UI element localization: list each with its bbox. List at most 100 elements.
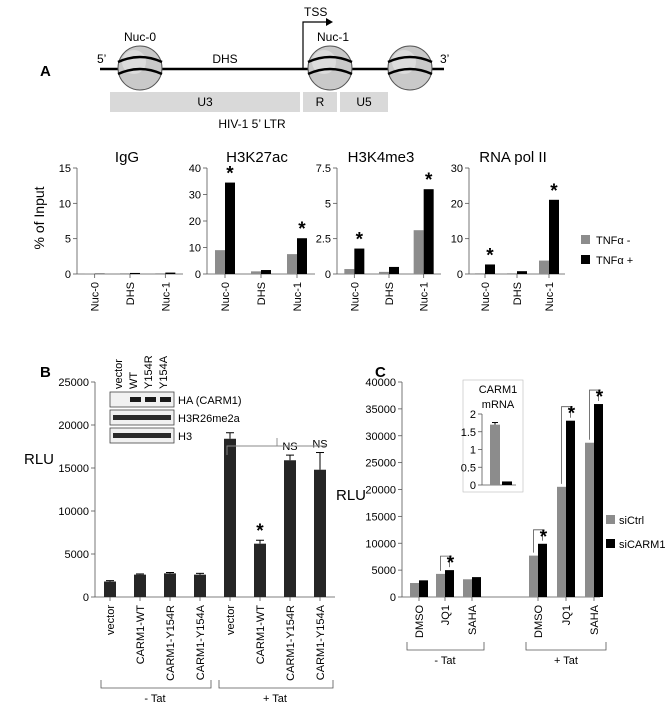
y-tick-label: 30000 — [365, 431, 396, 443]
three-prime-label: 3’ — [440, 52, 449, 66]
bar-tnf-plus — [130, 272, 140, 274]
x-tick-label: Nuc-0 — [220, 282, 232, 311]
bar — [224, 438, 236, 597]
x-tick-label: vector — [225, 605, 237, 635]
x-tick-label: CARM1-WT — [135, 605, 147, 665]
significance-ns: NS — [282, 441, 297, 453]
significance-star: * — [226, 164, 234, 185]
group-bracket-plus-tat — [525, 642, 607, 651]
chart-h3k4me3-plot: 0 2.5 5 7.5 * Nuc-0 DHS * Nuc-1 — [316, 163, 441, 311]
bar — [254, 543, 266, 597]
group-label-plus-tat: + Tat — [554, 655, 578, 667]
x-tick-label: DHS — [256, 282, 268, 305]
panel-label-c: C — [375, 364, 386, 381]
y-tick-label: 15000 — [58, 463, 89, 475]
group-label-plus-tat: + Tat — [263, 693, 287, 705]
bar-sictrl — [463, 579, 472, 597]
bar-sicarm1 — [594, 404, 603, 597]
blot-band — [113, 433, 171, 438]
comparison-bracket — [589, 389, 599, 440]
blot-row-h3r26me2a: H3R26me2a — [178, 413, 241, 425]
x-tick-label: DHS — [384, 282, 396, 305]
chart-igg-plot: 0 5 10 15 Nuc-0 DHS Nuc-1 — [59, 163, 183, 311]
inset-plot: 0 0.5 1 1.5 2 — [461, 379, 524, 493]
bar-tnf-minus — [215, 250, 225, 274]
y-tick-label: 25000 — [58, 377, 89, 389]
blot-lane-y154a: Y154A — [158, 355, 170, 389]
chart-title: RNA pol II — [479, 149, 547, 166]
bar-sictrl — [557, 486, 566, 597]
x-tick-label: CARM1-Y154A — [315, 604, 327, 680]
blot-band — [160, 397, 171, 402]
inset-title-line-2: mRNA — [482, 399, 515, 411]
comparison-bracket — [533, 529, 543, 553]
y-tick-label: 0 — [325, 269, 331, 281]
x-tick-label: CARM1-WT — [255, 605, 267, 665]
inset-title-line-1: CARM1 — [479, 384, 518, 396]
y-axis-label-rlu-b: RLU — [24, 451, 54, 468]
bar-tnf-minus — [287, 254, 297, 274]
blot-band — [145, 397, 156, 402]
x-tick-label: DHS — [512, 282, 524, 305]
x-tick-label: DMSO — [414, 605, 426, 638]
inset-carm1-mrna: 0 0.5 1 1.5 2 CARM1 mRNA — [461, 379, 524, 493]
blot-band — [113, 415, 171, 420]
bar-tnf-minus — [475, 273, 485, 274]
blot-box-ha — [109, 391, 175, 408]
bar-tnf-minus — [120, 273, 130, 274]
x-tick-label: CARM1-Y154R — [285, 605, 297, 681]
bar-tnf-minus — [507, 273, 517, 274]
significance-star: * — [256, 521, 264, 542]
bar — [164, 573, 176, 597]
y-tick-label: 0 — [390, 592, 396, 604]
y-tick-label: 15 — [59, 163, 71, 175]
chart-rna-pol-ii-plot: 0 10 20 30 * Nuc-0 DHS * Nuc-1 — [451, 163, 565, 311]
y-tick-label: 20000 — [365, 485, 396, 497]
bar-tnf-plus — [423, 189, 434, 274]
x-tick-label: SAHA — [467, 604, 479, 635]
bar-tnf-minus — [155, 273, 166, 274]
y-tick-label: 2.5 — [316, 234, 331, 246]
x-tick-label: Nuc-1 — [292, 282, 304, 311]
segment-r — [303, 92, 337, 112]
bar-tnf-plus — [549, 199, 559, 274]
panel-label-b: B — [40, 364, 51, 381]
segment-r-label: R — [316, 95, 325, 109]
chart-sicarm1-rlu: 0 5000 10000 15000 20000 25000 30000 35000 40000… — [365, 377, 607, 667]
bar-sictrl — [529, 555, 538, 597]
significance-star: * — [568, 404, 576, 425]
bar-tnf-minus — [344, 269, 355, 274]
y-tick-label: 25000 — [365, 458, 396, 470]
blot-lane-y154r: Y154R — [143, 355, 155, 389]
bar-sicarm1 — [538, 543, 547, 597]
y-axis-label-rlu-c: RLU — [336, 487, 366, 504]
significance-ns: NS — [312, 439, 327, 451]
bar-sicarm1 — [419, 580, 428, 597]
blot-row-h3: H3 — [178, 431, 192, 443]
western-blot: vector WT Y154R Y154A HA (CARM1) H3R26me… — [109, 355, 327, 455]
y-tick-label: 1 — [470, 445, 476, 457]
ltr-label: HIV-1 5’ LTR — [218, 117, 286, 131]
x-tick-label: Nuc-0 — [90, 282, 102, 311]
group-bracket-minus-tat — [100, 680, 212, 689]
bar-tnf-plus — [517, 271, 527, 274]
bar-tnf-plus — [165, 272, 176, 274]
y-tick-label: 0 — [195, 269, 201, 281]
group-label-minus-tat: - Tat — [434, 655, 455, 667]
chart-title: IgG — [115, 149, 139, 166]
y-tick-label: 1.5 — [461, 427, 476, 439]
bar — [104, 581, 116, 597]
bar — [194, 574, 206, 597]
bar-tnf-plus — [297, 238, 307, 274]
significance-star: * — [425, 170, 433, 191]
x-tick-label: CARM1-Y154R — [165, 605, 177, 681]
y-tick-label: 10000 — [365, 538, 396, 550]
group-bracket-plus-tat — [218, 680, 334, 689]
y-tick-label: 10 — [189, 243, 201, 255]
tss-arrow — [302, 18, 333, 69]
dhs-label: DHS — [212, 52, 237, 66]
five-prime-label: 5’ — [97, 52, 106, 66]
comparison-bracket — [561, 406, 571, 484]
y-tick-label: 0 — [457, 269, 463, 281]
